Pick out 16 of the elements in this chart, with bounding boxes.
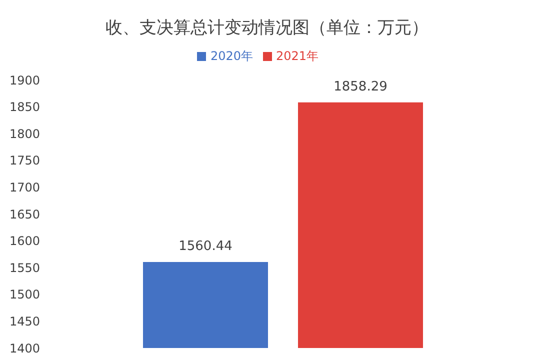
y-tick-label: 1500 — [9, 288, 40, 302]
y-tick-label: 1850 — [9, 100, 40, 114]
y-tick-label: 1800 — [9, 126, 40, 141]
y-tick-label: 1650 — [9, 207, 40, 222]
y-tick-label: 1450 — [9, 314, 40, 328]
y-tick-label: 1550 — [9, 260, 40, 275]
chart-title: 收、支决算总计变动情况图（单位：万元） — [104, 17, 430, 40]
y-tick-label: 1900 — [9, 73, 40, 88]
legend-label: 2021年 — [276, 49, 319, 63]
y-tick-label: 1600 — [9, 234, 40, 248]
data-label: 1858.29 — [334, 79, 388, 94]
y-tick-label: 1400 — [9, 341, 40, 356]
legend-label: 2020年 — [210, 49, 253, 63]
y-tick-label: 1700 — [9, 180, 40, 194]
y-tick-label: 1750 — [9, 154, 40, 168]
data-label: 1560.44 — [178, 239, 232, 254]
